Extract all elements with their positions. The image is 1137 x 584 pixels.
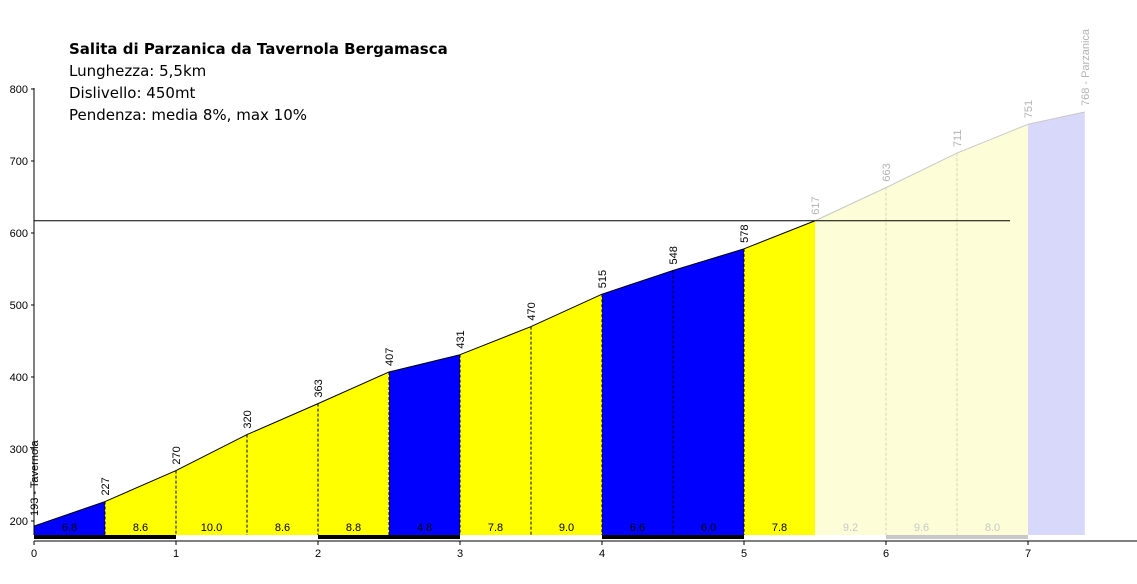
elevation-label: 193 - Tavernola — [29, 439, 41, 516]
grade-segment — [389, 354, 460, 535]
grade-segment — [886, 153, 957, 535]
grade-label: 10.0 — [201, 522, 222, 534]
y-tick-label: 600 — [10, 228, 28, 240]
elevation-label: 227 — [100, 477, 112, 495]
elevation-label: 363 — [313, 379, 325, 397]
grade-segment — [34, 501, 105, 535]
km-bar-segment — [176, 535, 318, 539]
grade-segment — [1028, 112, 1085, 535]
x-tick-label: 1 — [173, 548, 179, 560]
grade-label: 7.8 — [488, 522, 503, 534]
grade-label: 9.6 — [914, 522, 929, 534]
chart-title: Salita di Parzanica da Tavernola Bergama… — [69, 40, 448, 58]
grade-label: 9.2 — [843, 522, 858, 534]
elevation-label: 431 — [455, 330, 467, 348]
x-tick-label: 3 — [457, 548, 463, 560]
climb-info: Dislivello: 450mt — [69, 84, 196, 102]
grade-segment — [247, 403, 318, 535]
y-tick-label: 200 — [10, 516, 28, 528]
grade-label: 4.8 — [417, 522, 432, 534]
y-tick-label: 700 — [10, 156, 28, 168]
x-tick-label: 2 — [315, 548, 321, 560]
elevation-label: 515 — [597, 270, 609, 288]
grade-label: 6.6 — [630, 522, 645, 534]
title-block: Salita di Parzanica da Tavernola Bergama… — [69, 38, 448, 126]
elevation-label: 768 - Parzanica — [1080, 28, 1092, 106]
grade-segment — [815, 187, 886, 535]
elevation-label: 320 — [242, 410, 254, 428]
profile-line — [33, 220, 816, 527]
elevation-label: 470 — [526, 302, 538, 320]
km-bar-segment — [602, 535, 744, 539]
grade-label: 8.6 — [275, 522, 290, 534]
x-tick-label: 7 — [1025, 548, 1031, 560]
grade-segment — [318, 371, 389, 535]
grade-info: Pendenza: media 8%, max 10% — [69, 106, 308, 124]
grade-label: 8.8 — [346, 522, 361, 534]
grade-label: 8.0 — [985, 522, 1000, 534]
x-tick-label: 0 — [31, 548, 37, 560]
km-bar-segment — [886, 535, 1028, 539]
km-bar-segment — [1028, 535, 1099, 539]
elevation-label: 751 — [1023, 100, 1035, 118]
grade-label: 7.8 — [772, 522, 787, 534]
elevation-label: 663 — [881, 163, 893, 181]
elevation-label: 711 — [952, 130, 964, 148]
grade-segment — [531, 294, 602, 535]
elevation-label: 548 — [668, 246, 680, 264]
grade-label: 9.0 — [559, 522, 574, 534]
grade-segment — [176, 434, 247, 535]
grade-segment — [957, 124, 1028, 535]
x-tick-label: 5 — [741, 548, 747, 560]
y-tick-label: 500 — [10, 300, 28, 312]
grade-segment — [460, 326, 531, 535]
km-bar-segment — [744, 535, 886, 539]
elevation-label: 270 — [171, 446, 183, 464]
x-tick-label: 4 — [599, 548, 605, 560]
km-bar-segment — [34, 535, 176, 539]
grade-label: 8.6 — [133, 522, 148, 534]
elevation-label: 407 — [384, 348, 396, 366]
km-bar-segment — [318, 535, 460, 539]
grade-label: 6.0 — [701, 522, 716, 534]
grade-segment — [744, 220, 815, 535]
grade-label: 6.8 — [62, 522, 77, 534]
elevation-label: 617 — [810, 196, 822, 214]
elevation-label: 578 — [739, 224, 751, 242]
length-info: Lunghezza: 5,5km — [69, 62, 207, 80]
y-tick-label: 300 — [10, 444, 28, 456]
y-tick-label: 800 — [10, 84, 28, 96]
x-tick-label: 6 — [883, 548, 889, 560]
grade-segment — [673, 248, 744, 535]
grade-segment — [602, 270, 673, 535]
y-tick-label: 400 — [10, 372, 28, 384]
km-bar-segment — [460, 535, 602, 539]
grade-segment — [105, 470, 176, 535]
